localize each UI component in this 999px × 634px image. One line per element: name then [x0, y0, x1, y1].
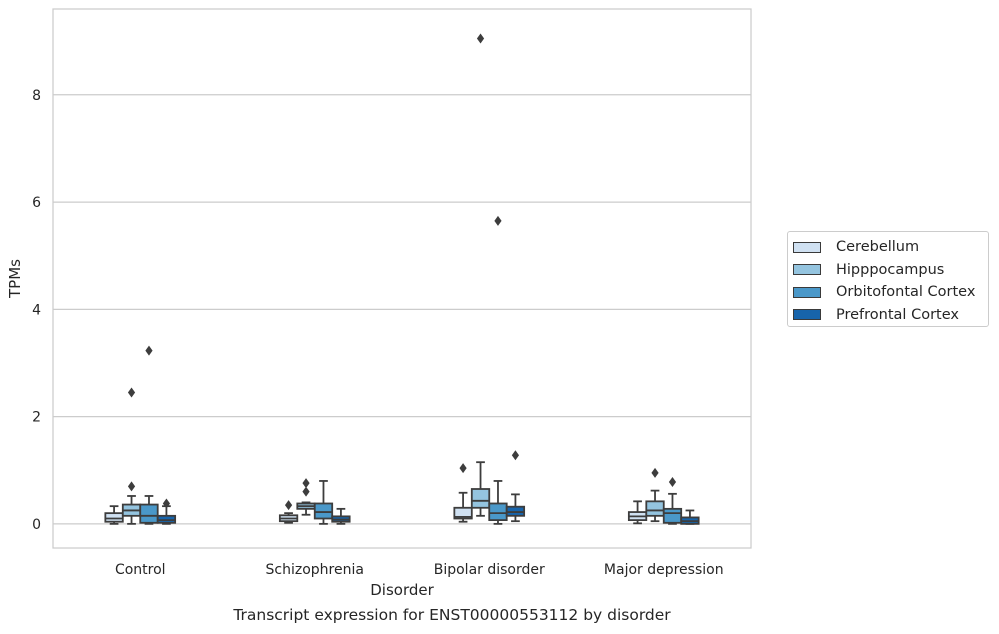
- gridlines: [53, 94, 751, 525]
- outlier-point: [145, 345, 153, 356]
- box-cerebellum: [453, 463, 473, 523]
- outlier-point: [476, 33, 485, 44]
- box-hipppocampus: [645, 467, 665, 523]
- x-tick-label: Schizophrenia: [266, 562, 364, 578]
- plot-frame: [52, 8, 752, 549]
- box-orbitofontal-cortex: [488, 215, 508, 525]
- box-orbitofontal-cortex: [313, 480, 334, 525]
- x-axis-title: Disorder: [370, 581, 434, 599]
- iqr-box: [139, 503, 159, 524]
- figure-caption: Transcript expression for ENST0000055311…: [0, 606, 999, 624]
- outlier-point: [459, 463, 467, 474]
- outlier-point: [651, 467, 659, 478]
- iqr-box: [645, 500, 665, 517]
- outlier-point: [162, 498, 171, 509]
- iqr-box: [662, 507, 683, 524]
- legend-swatch: [793, 264, 821, 276]
- y-tick-label: 6: [32, 195, 41, 211]
- legend-swatch: [793, 241, 821, 253]
- box-cerebellum: [627, 500, 648, 525]
- y-tick-label: 2: [32, 410, 41, 426]
- box-prefrontal-cortex: [680, 509, 700, 525]
- legend: Cerebellum Hipppocampus Orbitofontal Corte…: [787, 231, 989, 327]
- box-prefrontal-cortex: [156, 498, 177, 525]
- outlier-point: [127, 387, 136, 398]
- box-cerebellum: [278, 500, 299, 524]
- outlier-point: [302, 478, 310, 489]
- legend-item: Orbitofontal Cortex: [793, 281, 988, 304]
- legend-swatch: [793, 286, 821, 298]
- legend-label: Orbitofontal Cortex: [836, 284, 976, 301]
- y-axis-title: TPMs: [6, 259, 24, 299]
- box-prefrontal-cortex: [505, 450, 526, 523]
- box-cerebellum: [104, 505, 124, 525]
- legend-swatch: [793, 309, 821, 321]
- y-tick-labels: 0 2 4 6 8: [32, 88, 41, 533]
- box-orbitofontal-cortex: [139, 345, 159, 525]
- x-tick-label: Major depression: [604, 562, 724, 578]
- y-tick-label: 8: [32, 88, 41, 104]
- iqr-box: [470, 488, 491, 509]
- legend-item: Hipppocampus: [793, 259, 988, 282]
- outlier-point: [511, 450, 520, 461]
- box-orbitofontal-cortex: [662, 477, 683, 525]
- box-hipppocampus: [470, 33, 491, 517]
- outlier-point: [302, 486, 310, 497]
- iqr-box: [104, 512, 124, 523]
- x-tick-label: Bipolar disorder: [434, 562, 545, 578]
- legend-label: Cerebellum: [836, 239, 920, 256]
- outlier-point: [127, 481, 136, 492]
- iqr-box: [313, 502, 334, 520]
- x-tick-labels: Control Schizophrenia Bipolar disorder Majo…: [115, 562, 724, 578]
- legend-item: Prefrontal Cortex: [793, 304, 988, 327]
- legend-item: Cerebellum: [793, 236, 988, 259]
- legend-label: Prefrontal Cortex: [836, 306, 959, 323]
- caption-text: Transcript expression for ENST0000055311…: [233, 606, 671, 624]
- box-hipppocampus: [121, 387, 142, 525]
- box-hipppocampus: [296, 478, 316, 516]
- legend-label: Hipppocampus: [836, 261, 945, 278]
- y-tick-label: 0: [32, 517, 41, 533]
- y-tick-label: 4: [32, 302, 41, 318]
- x-tick-label: Control: [115, 562, 166, 578]
- iqr-box: [488, 502, 508, 522]
- outlier-point: [668, 477, 677, 488]
- outlier-point: [284, 500, 293, 511]
- boxes: [104, 33, 700, 525]
- box-prefrontal-cortex: [331, 507, 351, 525]
- iqr-box: [453, 506, 473, 520]
- outlier-point: [494, 215, 502, 226]
